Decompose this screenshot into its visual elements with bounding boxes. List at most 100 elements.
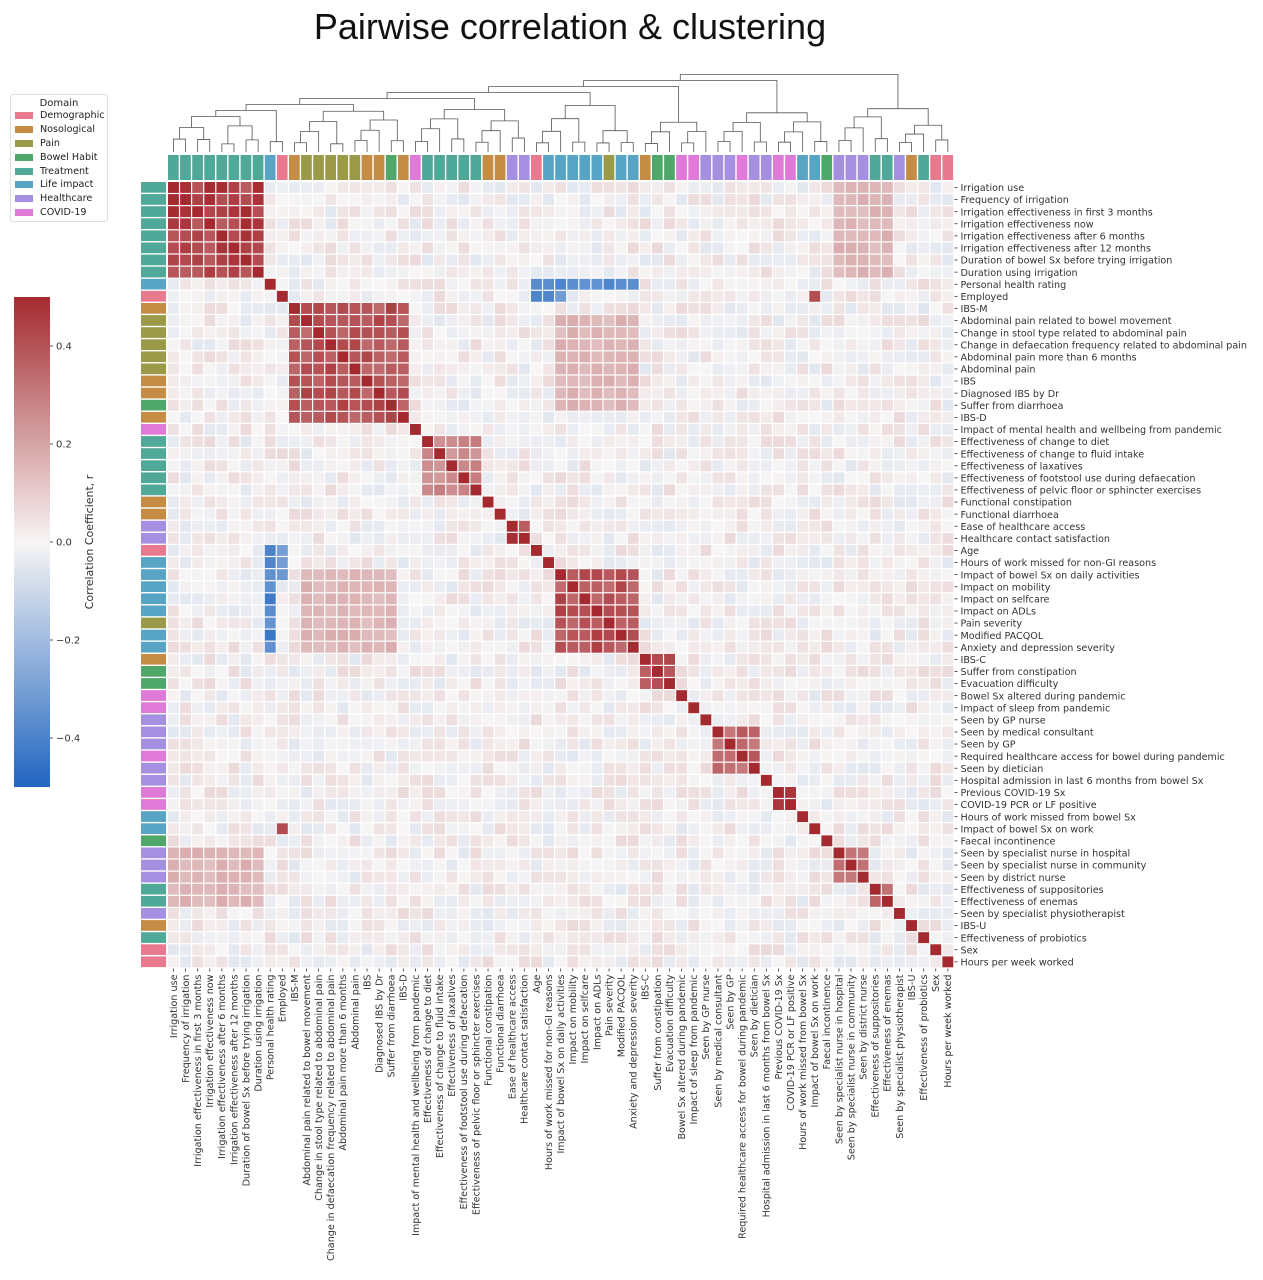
- heatmap-cell: [712, 508, 724, 520]
- heatmap-cell: [833, 908, 845, 919]
- heatmap-cell: [845, 218, 857, 230]
- heatmap-cell: [422, 702, 433, 714]
- heatmap-cell: [700, 557, 712, 568]
- row-label: Duration of bowel Sx before trying irrig…: [961, 256, 1173, 267]
- heatmap-cell: [301, 895, 312, 907]
- heatmap-cell: [760, 194, 772, 205]
- heatmap-cell: [797, 629, 809, 641]
- heatmap-cell: [506, 315, 518, 326]
- heatmap-cell: [325, 617, 337, 629]
- heatmap-cell: [555, 581, 567, 593]
- heatmap-cell: [918, 218, 930, 230]
- heatmap-cell: [289, 883, 300, 895]
- heatmap-cell: [688, 944, 700, 956]
- heatmap-cell: [942, 871, 954, 883]
- heatmap-cell: [821, 436, 833, 447]
- heatmap-cell: [797, 641, 809, 653]
- heatmap-cell: [579, 545, 591, 556]
- heatmap-cell: [228, 726, 240, 738]
- heatmap-cell: [397, 242, 409, 254]
- heatmap-cell: [773, 436, 784, 447]
- heatmap-cell: [930, 557, 942, 568]
- heatmap-cell: [458, 436, 470, 447]
- heatmap-cell: [470, 823, 482, 835]
- heatmap-cell: [337, 339, 349, 351]
- heatmap-cell: [216, 762, 228, 774]
- column-label: Sex: [931, 974, 942, 992]
- heatmap-cell: [410, 545, 421, 556]
- heatmap-cell: [894, 496, 905, 508]
- heatmap-cell: [385, 871, 397, 883]
- heatmap-cell: [712, 532, 724, 544]
- col-domain-swatch: [458, 155, 470, 180]
- heatmap-cell: [918, 242, 930, 254]
- heatmap-cell: [458, 496, 470, 508]
- heatmap-cell: [373, 811, 385, 823]
- heatmap-cell: [264, 206, 276, 218]
- heatmap-cell: [216, 194, 228, 205]
- heatmap-cell: [228, 871, 240, 883]
- heatmap-cell: [349, 823, 361, 835]
- row-label: Effectiveness of probiotics: [961, 933, 1087, 944]
- heatmap-cell: [168, 799, 179, 810]
- heatmap-cell: [168, 375, 179, 387]
- heatmap-cell: [809, 545, 821, 556]
- heatmap-cell: [736, 920, 748, 931]
- heatmap-cell: [567, 242, 579, 254]
- heatmap-cell: [906, 799, 917, 810]
- heatmap-cell: [881, 871, 893, 883]
- column-label: Change in stool type related to abdomina…: [314, 975, 325, 1201]
- heatmap-cell: [555, 859, 567, 871]
- heatmap-cell: [494, 472, 506, 484]
- heatmap-cell: [313, 375, 325, 387]
- heatmap-cell: [204, 653, 216, 665]
- heatmap-cell: [228, 641, 240, 653]
- heatmap-cell: [627, 460, 639, 472]
- heatmap-cell: [736, 629, 748, 641]
- heatmap-cell: [603, 823, 615, 835]
- col-domain-swatch: [216, 155, 228, 180]
- heatmap-cell: [555, 678, 567, 689]
- col-domain-swatch: [518, 155, 530, 180]
- heatmap-cell: [603, 871, 615, 883]
- heatmap-cell: [760, 702, 772, 714]
- heatmap-cell: [918, 629, 930, 641]
- heatmap-cell: [289, 629, 300, 641]
- heatmap-cell: [446, 387, 458, 399]
- heatmap-cell: [482, 774, 494, 786]
- heatmap-cell: [579, 944, 591, 956]
- heatmap-cell: [700, 859, 712, 871]
- heatmap-cell: [857, 678, 869, 689]
- heatmap-cell: [652, 944, 663, 956]
- heatmap-cell: [736, 218, 748, 230]
- heatmap-cell: [664, 230, 675, 242]
- heatmap-cell: [168, 206, 179, 218]
- heatmap-cell: [918, 508, 930, 520]
- heatmap-cell: [361, 194, 373, 205]
- heatmap-cell: [301, 303, 312, 314]
- heatmap-cell: [567, 871, 579, 883]
- heatmap-cell: [942, 327, 954, 339]
- heatmap-cell: [289, 750, 300, 762]
- heatmap-cell: [724, 436, 736, 447]
- heatmap-cell: [639, 399, 651, 411]
- heatmap-cell: [639, 593, 651, 605]
- heatmap-cell: [422, 254, 433, 266]
- heatmap-cell: [567, 399, 579, 411]
- heatmap-cell: [652, 666, 663, 677]
- heatmap-cell: [603, 774, 615, 786]
- heatmap-cell: [397, 569, 409, 581]
- heatmap-cell: [881, 290, 893, 302]
- heatmap-cell: [470, 532, 482, 544]
- heatmap-cell: [821, 387, 833, 399]
- heatmap-cell: [639, 678, 651, 689]
- heatmap-cell: [373, 520, 385, 532]
- heatmap-cell: [204, 629, 216, 641]
- dendrogram-link: [294, 142, 307, 152]
- heatmap-cell: [180, 290, 191, 302]
- heatmap-cell: [845, 835, 857, 847]
- heatmap-cell: [289, 424, 300, 435]
- heatmap-cell: [494, 290, 506, 302]
- heatmap-cell: [276, 436, 288, 447]
- heatmap-cell: [192, 327, 204, 339]
